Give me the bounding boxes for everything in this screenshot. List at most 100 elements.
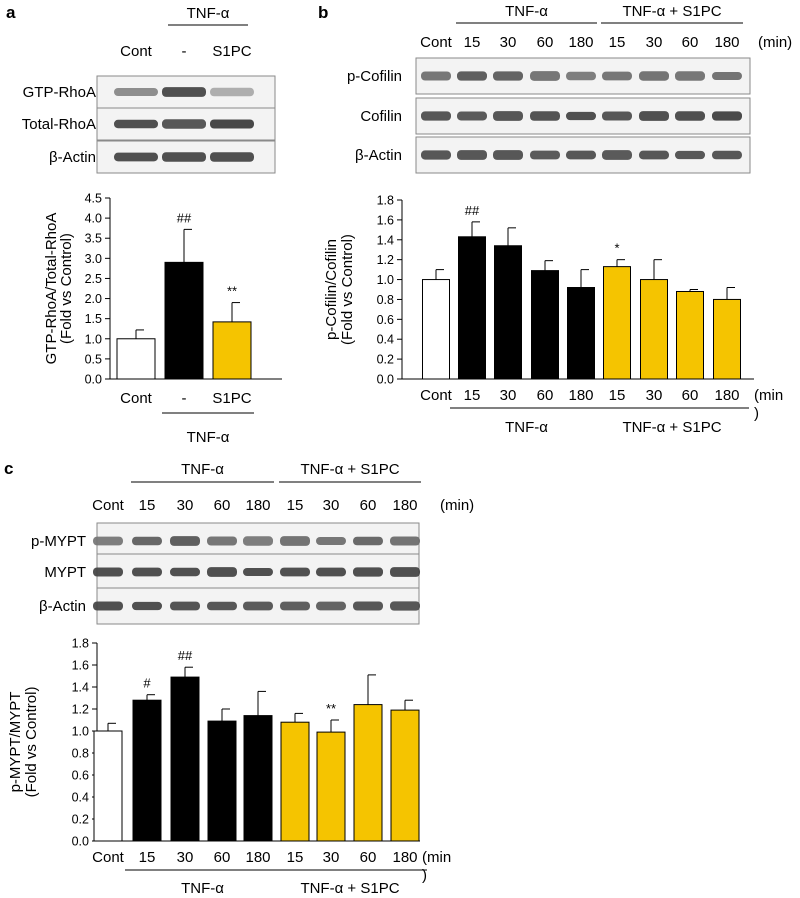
bar-chart: 0.0 0.2 0.4 0.6 0.8 1.0 1.2 1.4 1.6 1.8 Cont #15 ## 3… <box>7 637 451 898</box>
x-tick-label: 30 <box>323 849 340 866</box>
panel-label: a <box>6 3 16 22</box>
group-label: TNF-α + S1PC <box>622 419 721 436</box>
x-tick-label: Cont <box>120 390 153 407</box>
blot-band <box>530 111 560 121</box>
blot-header-treatment: TNF-α + S1PC <box>300 461 399 478</box>
blot-band <box>132 567 162 577</box>
lane-label: 60 <box>537 34 554 51</box>
blot-band <box>353 567 383 577</box>
blot-band <box>316 567 346 577</box>
y-tick-label: 0.8 <box>377 293 394 307</box>
x-tick-label: Cont <box>92 849 125 866</box>
blot-header-treatment: TNF-α <box>181 461 224 478</box>
blot-band <box>280 536 310 546</box>
lane-label: 30 <box>500 34 517 51</box>
bar <box>531 270 559 380</box>
x-tick-label: 60 <box>537 387 554 404</box>
blot-band <box>210 152 254 162</box>
bar <box>390 709 420 842</box>
panel-label: c <box>4 459 13 478</box>
y-tick-label: 1.0 <box>85 332 102 346</box>
bar <box>676 290 704 380</box>
bar <box>164 261 204 380</box>
significance-mark: * <box>614 241 619 256</box>
group-label: TNF-α <box>187 429 230 446</box>
lane-label: Cont <box>120 43 153 60</box>
blot-band <box>243 601 273 611</box>
y-tick-label: 4.5 <box>85 192 102 206</box>
y-tick-label: 1.8 <box>72 637 89 651</box>
blot-band <box>243 567 273 577</box>
y-tick-label: 1.2 <box>72 703 89 717</box>
y-tick-label: 1.0 <box>377 273 394 287</box>
significance-mark: ** <box>227 284 237 299</box>
bar <box>640 279 668 380</box>
blot-band <box>114 87 158 97</box>
bar <box>494 245 522 380</box>
lane-label: 30 <box>323 497 340 514</box>
y-axis-label: GTP-RhoA/Total-RhoA <box>43 213 60 365</box>
blot-band <box>602 111 632 121</box>
lane-unit-label: (min) <box>758 34 792 51</box>
blot-band <box>566 150 596 160</box>
blot-band <box>132 536 162 546</box>
bar <box>243 715 273 842</box>
blot-band <box>162 87 206 97</box>
lane-label: Cont <box>92 497 125 514</box>
blot-band <box>566 111 596 121</box>
blot-band <box>566 71 596 81</box>
y-tick-label: 1.4 <box>377 233 394 247</box>
significance-mark: # <box>143 676 151 691</box>
lane-label: 180 <box>245 497 270 514</box>
bar-chart: 0.0 0.5 1.0 1.5 2.0 2.5 3.0 3.5 4.0 4.5 Cont ## - ** S… <box>43 192 282 446</box>
bar <box>116 338 156 380</box>
x-tick-label: - <box>182 390 187 407</box>
bar <box>280 721 310 842</box>
blot-band <box>457 150 487 160</box>
lane-label: S1PC <box>212 43 251 60</box>
blot-band <box>170 536 200 546</box>
blot-band <box>457 111 487 121</box>
panel-a: a TNF-α Cont - S1PC GTP-RhoA Total-RhoA β-Actin… <box>6 3 282 446</box>
y-tick-label: 0.4 <box>377 333 394 347</box>
lane-label: 60 <box>682 34 699 51</box>
y-tick-label: 0.6 <box>377 313 394 327</box>
lane-label: Cont <box>420 34 453 51</box>
y-tick-label: 0.0 <box>85 373 102 387</box>
blot-band <box>207 601 237 611</box>
blot-label: p-MYPT <box>31 533 86 550</box>
group-label: TNF-α <box>505 419 548 436</box>
blot-band <box>316 536 346 546</box>
blot-band <box>353 536 383 546</box>
blot-label: Cofilin <box>360 108 402 125</box>
bar <box>212 321 252 380</box>
lane-label: 180 <box>392 497 417 514</box>
blot-band <box>162 119 206 129</box>
x-tick-label: 180 <box>392 849 417 866</box>
bar <box>567 287 595 380</box>
blot-band <box>675 111 705 121</box>
panel-c: c TNF-α TNF-α + S1PC Cont 15 30 60 180 15 30 60 180… <box>4 459 474 897</box>
blot-label: MYPT <box>44 564 86 581</box>
lane-label: 60 <box>360 497 377 514</box>
blot-band <box>530 150 560 160</box>
bar <box>207 720 237 842</box>
y-axis-label: (Fold vs Control) <box>23 687 40 798</box>
lane-label: - <box>182 43 187 60</box>
x-tick-label: 15 <box>287 849 304 866</box>
y-tick-label: 0.5 <box>85 352 102 366</box>
y-axis-label: (Fold vs Control) <box>339 234 356 345</box>
blot-band <box>390 567 420 577</box>
y-tick-label: 0.4 <box>72 791 89 805</box>
blot-label: β-Actin <box>355 147 402 164</box>
y-tick-label: 0.6 <box>72 769 89 783</box>
bar <box>132 699 162 842</box>
significance-mark: ## <box>177 210 192 225</box>
blot-band <box>421 71 451 81</box>
blot-header-treatment: TNF-α <box>187 5 230 22</box>
panel-label: b <box>318 3 328 22</box>
bar <box>170 676 200 842</box>
significance-mark: ## <box>465 203 480 218</box>
blot-band <box>639 111 669 121</box>
